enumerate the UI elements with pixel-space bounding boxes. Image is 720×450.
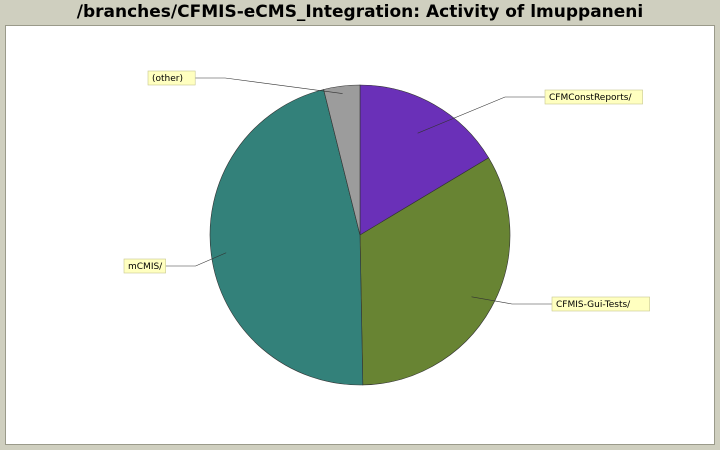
label-box-3 xyxy=(147,70,196,86)
pie-slice-0 xyxy=(359,84,490,236)
slice-label-1: CFMIS-Gui-Tests/ xyxy=(556,300,631,310)
slice-label-3: (other) xyxy=(152,74,183,84)
label-box-1 xyxy=(551,296,650,312)
pie-slice-1 xyxy=(359,157,511,386)
pie-slice-3 xyxy=(323,84,361,236)
leader-line-2 xyxy=(165,252,227,267)
leader-line-1 xyxy=(471,296,552,305)
slice-label-0: CFMConstReports/ xyxy=(549,93,632,103)
slice-label-2: mCMIS/ xyxy=(128,262,163,272)
label-box-2 xyxy=(123,258,166,274)
leader-line-0 xyxy=(417,96,545,134)
chart-title: /branches/CFMIS-eCMS_Integration: Activi… xyxy=(76,2,644,22)
pie-slice-2 xyxy=(209,89,364,386)
label-box-0 xyxy=(544,89,643,105)
leader-line-3 xyxy=(195,77,343,94)
